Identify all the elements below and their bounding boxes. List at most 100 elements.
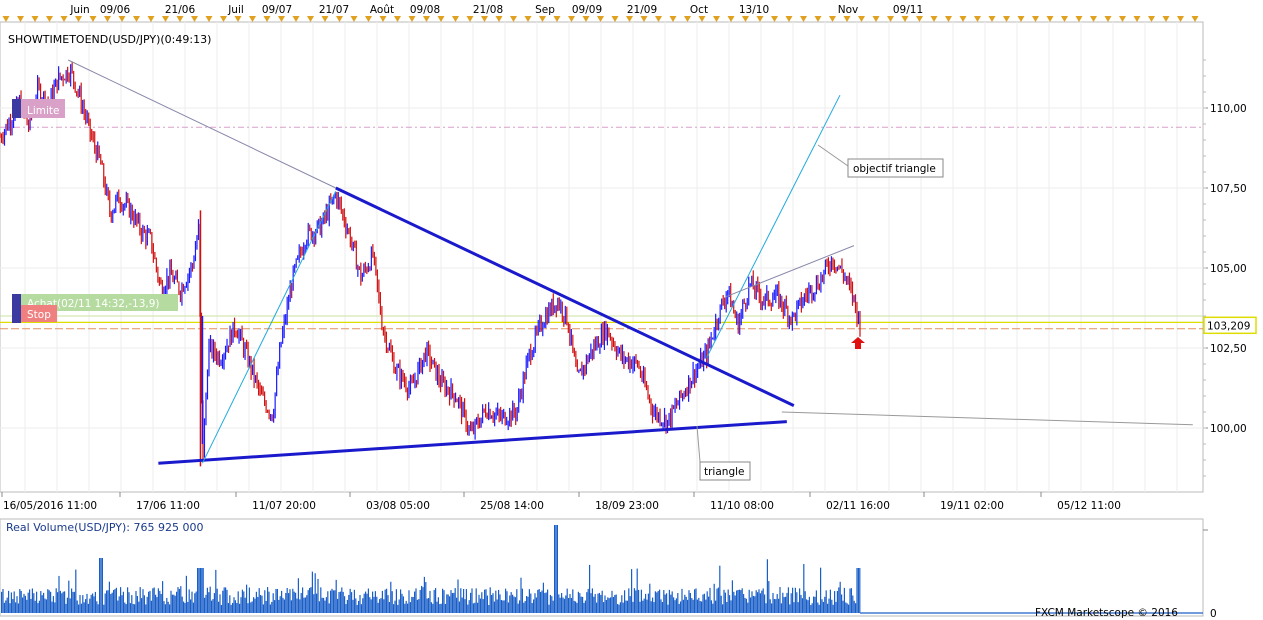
- volume-bar: [694, 589, 696, 613]
- volume-bar: [446, 594, 448, 613]
- current-price-marker: 103,209: [1203, 316, 1257, 335]
- volume-bar: [141, 598, 143, 613]
- event-marker-icon: [568, 16, 575, 22]
- volume-bar: [443, 590, 445, 613]
- bottom-time-label: 11/07 20:00: [252, 500, 316, 512]
- volume-bar: [397, 604, 399, 613]
- volume-bar: [859, 568, 861, 613]
- volume-bar: [510, 592, 512, 613]
- volume-bar: [205, 594, 207, 613]
- volume-bar: [484, 589, 486, 613]
- volume-bar: [103, 604, 105, 613]
- volume-bar: [104, 593, 106, 613]
- volume-bar: [450, 590, 452, 613]
- buy-order-handle[interactable]: [12, 294, 21, 311]
- volume-bar: [339, 591, 341, 613]
- volume-bar: [451, 593, 453, 613]
- volume-bar: [135, 591, 137, 613]
- limit-order-handle[interactable]: [12, 99, 21, 118]
- volume-bar: [471, 588, 473, 613]
- volume-bar: [842, 600, 844, 613]
- volume-bar: [458, 601, 460, 613]
- volume-bar: [705, 599, 707, 613]
- volume-bar: [167, 601, 169, 613]
- volume-bar: [849, 588, 851, 613]
- volume-bar: [661, 602, 663, 613]
- volume-bar: [433, 590, 435, 613]
- volume-bar: [356, 604, 358, 613]
- top-time-label: 21/08: [473, 4, 503, 16]
- volume-bar: [463, 588, 465, 613]
- volume-bar: [677, 593, 679, 613]
- bottom-time-axis: 16/05/2016 11:00 17/06 11:00 11/07 20:00 03…: [1, 492, 1121, 512]
- volume-bar: [563, 598, 565, 613]
- volume-bar: [811, 603, 813, 613]
- volume-bar: [551, 596, 553, 613]
- volume-bar: [248, 587, 250, 613]
- bottom-time-label: 16/05/2016 11:00: [3, 500, 97, 512]
- volume-bar: [108, 581, 110, 613]
- stop-order-handle[interactable]: [12, 305, 21, 323]
- volume-bar: [793, 602, 795, 613]
- volume-bar: [611, 590, 613, 613]
- top-time-label: Juil: [227, 4, 244, 16]
- volume-bar: [412, 596, 414, 613]
- volume-bar: [808, 596, 810, 613]
- volume-bar: [724, 592, 726, 613]
- volume-bar: [503, 600, 505, 613]
- volume-bar: [703, 593, 705, 613]
- event-marker-icon: [698, 16, 706, 22]
- volume-bar: [254, 598, 256, 613]
- event-marker-icon: [176, 16, 184, 22]
- event-marker-icon: [1090, 16, 1097, 22]
- volume-bar: [310, 587, 312, 613]
- volume-bar: [699, 600, 701, 613]
- volume-bar: [853, 600, 855, 613]
- volume-bar: [160, 593, 162, 613]
- event-marker-icon: [1133, 16, 1141, 22]
- volume-bar: [30, 598, 32, 613]
- event-marker-icon: [452, 16, 459, 22]
- buy-order-box[interactable]: [21, 294, 178, 311]
- volume-bar: [681, 588, 683, 613]
- volume-bar: [197, 568, 199, 613]
- volume-bar: [570, 597, 572, 613]
- bottom-time-label: 11/10 08:00: [710, 500, 774, 512]
- volume-bar: [468, 600, 470, 613]
- event-marker-icon: [104, 16, 111, 22]
- volume-bar: [87, 603, 89, 613]
- volume-bar: [1, 591, 3, 613]
- volume-bar: [568, 597, 570, 613]
- volume-bar: [300, 593, 302, 613]
- volume-bar: [482, 599, 484, 613]
- volume-bar: [72, 591, 74, 613]
- volume-bar: [447, 594, 449, 613]
- volume-bar: [701, 601, 703, 613]
- volume-bar: [292, 588, 294, 613]
- volume-bar: [848, 604, 850, 613]
- limit-order-box[interactable]: [21, 99, 65, 118]
- volume-bar: [555, 525, 557, 613]
- event-marker-icon: [771, 16, 778, 22]
- volume-bar: [722, 604, 724, 613]
- y-tick-label: 102,50: [1210, 343, 1247, 355]
- volume-bar: [614, 594, 616, 613]
- volume-bar: [47, 589, 49, 613]
- event-marker-icon: [147, 16, 155, 22]
- volume-bar: [355, 598, 357, 613]
- volume-bar: [666, 593, 668, 613]
- stop-order-box[interactable]: [21, 305, 57, 322]
- volume-bar: [790, 593, 792, 613]
- volume-bar: [566, 588, 568, 613]
- event-marker-icon: [785, 16, 793, 22]
- volume-bar: [783, 597, 785, 613]
- volume-bar: [545, 592, 547, 613]
- volume-bar: [775, 599, 777, 613]
- volume-bar: [778, 598, 780, 613]
- volume-bar: [293, 591, 295, 613]
- volume-bar: [584, 600, 586, 613]
- volume-bar: [198, 568, 200, 613]
- volume-bar: [344, 596, 346, 613]
- event-marker-icon: [1119, 16, 1126, 22]
- volume-bar: [282, 597, 284, 613]
